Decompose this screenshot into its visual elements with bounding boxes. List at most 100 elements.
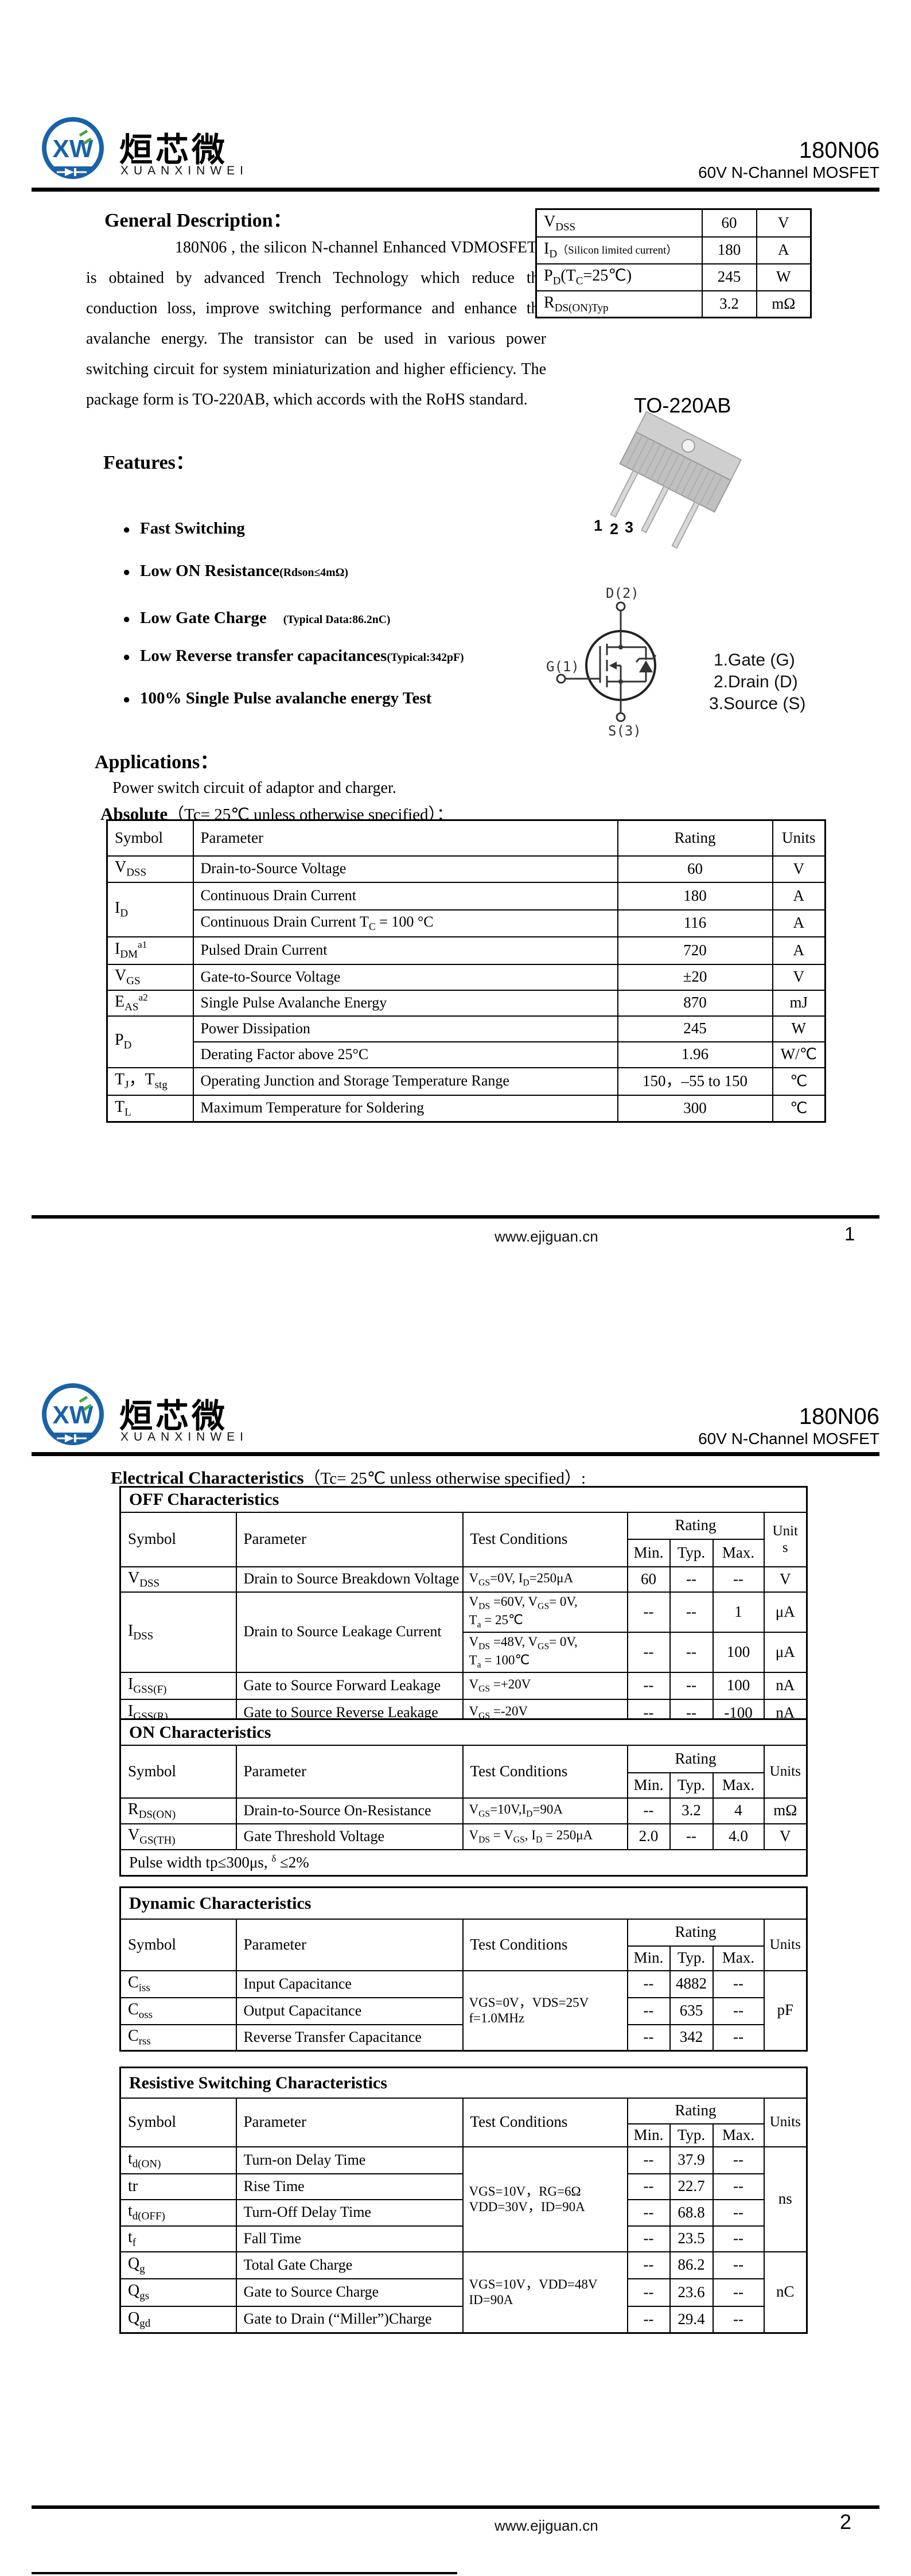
table-cell: -- (669, 1671, 714, 1700)
table-cell: PD (106, 1015, 194, 1068)
table-cell: Gate Threshold Voltage (235, 1823, 464, 1850)
table-cell: tf (119, 2225, 237, 2252)
table-cell: Ciss (119, 1970, 237, 1998)
table-cell: ID（Silicon limited current） (535, 236, 703, 264)
table-cell: -- (669, 1631, 714, 1673)
table-cell: Typ. (669, 1945, 714, 1971)
table-cell: -- (712, 2024, 765, 2052)
table-cell: Symbol (119, 1918, 237, 1971)
table-cell: 4 (712, 1797, 765, 1824)
table-cell: Crss (119, 2024, 237, 2052)
feature-text: 100% Single Pulse avalanche energy Test (140, 689, 432, 707)
table-cell: Test Conditions (462, 2097, 628, 2147)
brand-logo-icon: XW (42, 117, 104, 179)
key-spec-table: VDSS 60 V ID（Silicon limited current） 180 A PD… (535, 208, 812, 318)
page-2: XW 烜芯微 XUANXINWEI 180N06 60V N-Channel M… (0, 1294, 911, 2576)
table-cell: ±20 (617, 963, 773, 991)
table-cell: TJ，Tstg (106, 1067, 194, 1096)
table-cell: Output Capacitance (235, 1997, 464, 2025)
table-cell: V (772, 855, 826, 883)
table-cell: Operating Junction and Storage Temperatu… (192, 1067, 618, 1096)
gate-pin-label: G(1) (546, 659, 579, 675)
bullet-icon: ● (123, 692, 131, 706)
table-cell: RDS(ON)Typ (535, 290, 703, 318)
table-cell: W/℃ (772, 1041, 826, 1068)
table-cell: 86.2 (669, 2251, 714, 2279)
page-number: 2 (840, 2510, 852, 2534)
table-cell: Parameter (235, 1511, 464, 1567)
table-cell: -- (626, 1591, 671, 1633)
table-cell: 100 (712, 1671, 765, 1700)
table-cell: -- (669, 1591, 714, 1633)
part-number-block: 180N06 60V N-Channel MOSFET (625, 138, 879, 182)
table-cell: td(ON) (119, 2146, 237, 2174)
table-cell: PD(TC=25℃) (535, 263, 703, 291)
part-number-block: 180N06 60V N-Channel MOSFET (625, 1404, 879, 1448)
table-cell: Test Conditions (462, 1744, 628, 1799)
feature-text: Low Gate Charge (Typical Data:86.2nC) (140, 609, 391, 627)
next-page-rule-sliver (32, 2572, 457, 2574)
table-cell: Reverse Transfer Capacitance (235, 2024, 464, 2052)
feature-item: ● Low Reverse transfer capacitances(Typic… (123, 647, 464, 666)
bullet-icon: ● (123, 565, 131, 579)
feature-item: ● 100% Single Pulse avalanche energy Test (123, 689, 431, 708)
table-cell: -- (626, 1671, 671, 1700)
table-cell: 23.6 (669, 2278, 714, 2307)
page-number: 1 (844, 1223, 855, 1244)
table-cell: A (772, 881, 826, 910)
table-cell: nA (763, 1671, 808, 1700)
table-cell: mΩ (763, 1797, 808, 1824)
table-cell: 23.5 (669, 2225, 714, 2252)
table-cell: -- (626, 2225, 671, 2252)
table-cell: 245 (701, 263, 757, 291)
pin-1-label: 1 (594, 517, 602, 534)
table-cell: ns (763, 2146, 808, 2252)
table-cell: 60 (626, 1566, 671, 1593)
header-rule (32, 1452, 879, 1456)
table-cell: Rating (626, 1744, 765, 1773)
electrical-characteristics-heading-bold: Electrical Characteristics (111, 1468, 304, 1488)
table-cell: Qg (119, 2251, 237, 2279)
table-cell: IGSS(F) (119, 1671, 237, 1700)
table-cell: nC (763, 2251, 808, 2334)
footer-url: www.ejiguan.cn (495, 1228, 598, 1245)
table-cell: 635 (669, 1997, 714, 2025)
absolute-ratings-table: Symbol Parameter Rating Units VDSS Drain-to-S… (106, 819, 826, 1123)
table-cell: Symbol (119, 1511, 237, 1567)
logo-monogram: XW (53, 135, 94, 163)
table-cell: Max. (712, 1538, 765, 1567)
table-cell: Min. (626, 1945, 671, 1971)
table-cell: -- (712, 2173, 765, 2200)
logo-monogram: XW (53, 1401, 94, 1429)
table-cell: A (756, 236, 812, 264)
table-cell: -- (712, 1997, 765, 2025)
bullet-icon: ● (123, 522, 131, 536)
part-subtitle: 60V N-Channel MOSFET (698, 1430, 879, 1447)
table-cell: Max. (712, 1945, 765, 1971)
table-cell: Turn-on Delay Time (235, 2146, 464, 2174)
table-cell: V (772, 963, 826, 991)
table-cell: -- (712, 2251, 765, 2279)
table-cell: A (772, 936, 826, 965)
pin-2-label: 2 (610, 520, 618, 538)
table-cell: ℃ (772, 1067, 826, 1096)
table-cell: Typ. (669, 1538, 714, 1567)
table-cell: VGS=0V，VDS=25V f=1.0MHz (462, 1970, 628, 2052)
table-cell: -- (626, 2173, 671, 2200)
feature-text: Fast Switching (140, 519, 245, 538)
table-cell: td(OFF) (119, 2198, 237, 2227)
table-cell: RDS(ON) (119, 1797, 237, 1824)
part-number: 180N06 (799, 138, 879, 163)
table-cell: V (763, 1823, 808, 1850)
table-cell: V (763, 1566, 808, 1593)
table-cell: -- (712, 2198, 765, 2227)
table-cell: 342 (669, 2024, 714, 2052)
brand-name-en: XUANXINWEI (120, 1430, 249, 1443)
legend-gate: 1.Gate (G) (714, 651, 795, 670)
table-cell: ID (106, 881, 194, 937)
header-rule (32, 188, 879, 192)
table-cell: VGS=10V，VDD=48V ID=90A (462, 2251, 628, 2334)
features-title: Features： (103, 452, 195, 473)
legend-source: 3.Source (S) (709, 694, 805, 713)
